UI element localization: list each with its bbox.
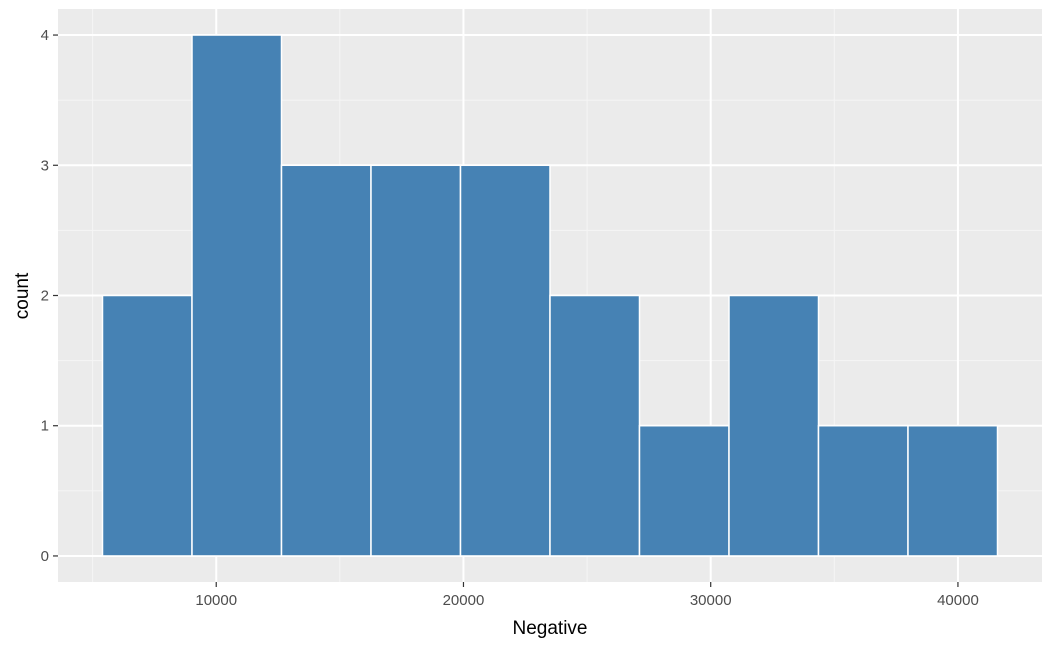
histogram-bar <box>101 294 193 557</box>
histogram-bar <box>549 294 641 557</box>
histogram-bar <box>459 164 551 557</box>
x-tick-label: 10000 <box>195 592 237 609</box>
y-axis: 0 1 2 3 4 <box>41 27 58 565</box>
histogram-bar <box>191 34 283 557</box>
y-axis-title: count <box>12 272 33 319</box>
y-tick-label: 0 <box>41 548 49 565</box>
histogram-bar <box>280 164 372 557</box>
y-tick-label: 1 <box>41 418 49 435</box>
x-tick-label: 20000 <box>443 592 485 609</box>
histogram-bar <box>370 164 462 557</box>
histogram-bar <box>907 424 999 557</box>
y-tick-label: 2 <box>41 288 49 305</box>
histogram-bar <box>728 294 820 557</box>
histogram-bars <box>101 34 999 557</box>
x-axis-title: Negative <box>513 618 588 639</box>
y-tick-label: 4 <box>41 27 49 44</box>
histogram-bar <box>638 424 730 557</box>
x-tick-label: 40000 <box>937 592 979 609</box>
histogram-bar <box>817 424 909 557</box>
x-axis: 10000 20000 30000 40000 <box>195 582 979 609</box>
x-tick-label: 30000 <box>690 592 732 609</box>
y-tick-label: 3 <box>41 157 49 174</box>
